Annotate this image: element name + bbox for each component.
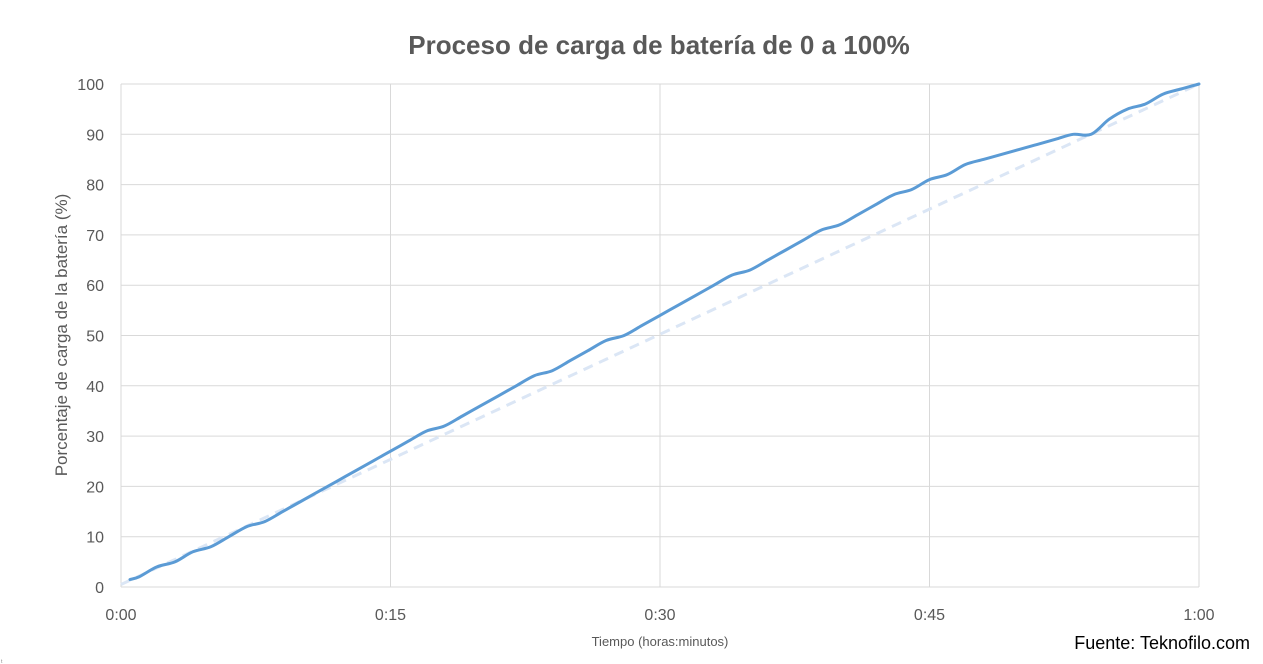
x-axis-ticks: 0:00 0:15 0:30 0:45 1:00: [105, 607, 1214, 624]
y-tick-label: 100: [77, 77, 104, 94]
series-lines: [120, 82, 1201, 586]
y-tick-label: 30: [86, 429, 104, 446]
corner-mark: t: [1, 659, 3, 664]
x-tick-label: 0:45: [914, 607, 945, 624]
charge-curve-line: [128, 82, 1201, 581]
y-tick-label: 90: [86, 127, 104, 144]
y-tick-label: 80: [86, 178, 104, 195]
y-axis-label: Porcentaje de carga de la batería (%): [52, 194, 71, 477]
chart-title: Proceso de carga de batería de 0 a 100%: [408, 30, 909, 60]
y-tick-label: 20: [86, 479, 104, 496]
y-tick-label: 40: [86, 379, 104, 396]
x-tick-label: 0:30: [644, 607, 675, 624]
y-tick-label: 10: [86, 530, 104, 547]
y-tick-label: 50: [86, 329, 104, 346]
x-axis-label: Tiempo (horas:minutos): [592, 634, 729, 649]
y-tick-label: 0: [95, 580, 104, 597]
grid-lines: [120, 83, 1200, 588]
x-tick-label: 1:00: [1183, 607, 1214, 624]
x-tick-label: 0:00: [105, 607, 136, 624]
y-axis-ticks: 0 10 20 30 40 50 60 70 80 90 100: [77, 77, 104, 597]
y-tick-label: 60: [86, 278, 104, 295]
x-tick-label: 0:15: [375, 607, 406, 624]
linear-reference-line: [120, 82, 1200, 586]
source-credit: Fuente: Teknofilo.com: [1074, 633, 1250, 653]
y-tick-label: 70: [86, 228, 104, 245]
